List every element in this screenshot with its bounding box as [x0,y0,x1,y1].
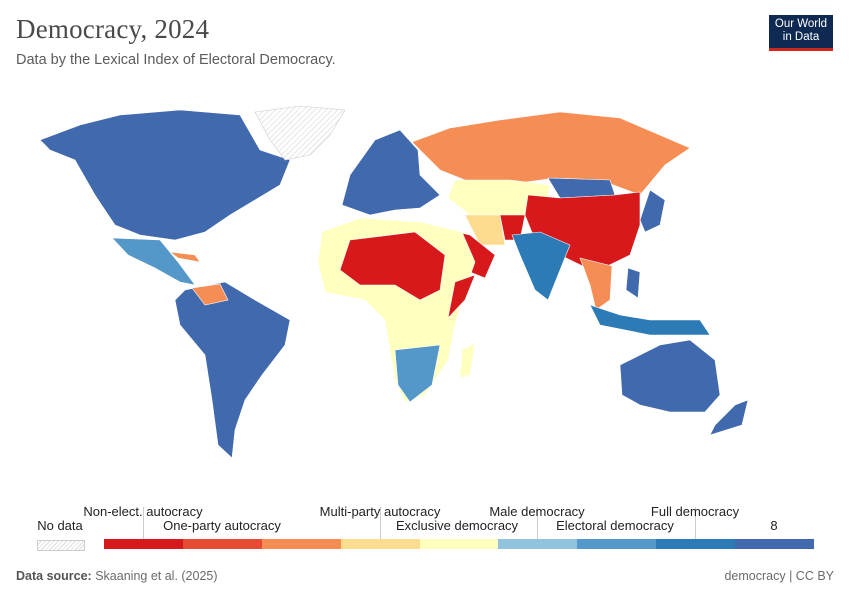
legend-label-electoral-democracy: Electoral democracy [556,518,674,533]
legend-label-no-data: No data [37,518,83,533]
region-north-america[interactable] [39,109,291,241]
data-source: Data source: Skaaning et al. (2025) [16,569,218,583]
page-title: Democracy, 2024 [16,14,210,44]
legend-bin-3[interactable] [340,539,420,549]
legend-bin-4[interactable] [419,539,499,549]
region-india[interactable] [511,231,571,301]
region-indonesia[interactable] [589,304,711,336]
legend-bin-8[interactable] [735,539,815,549]
legend-label-full-democracy: Full democracy [650,504,740,519]
region-philippines[interactable] [625,267,641,299]
region-cuba[interactable] [168,251,201,263]
legend-label-exclusive-democracy: Exclusive democracy [395,518,519,533]
region-europe[interactable] [341,129,441,216]
data-source-link[interactable]: Skaaning et al. (2025) [95,569,218,583]
region-australia[interactable] [619,339,721,413]
subtitle: Data by the Lexical Index of Electoral D… [16,52,336,68]
legend-label-multi-party-autocracy: Multi-party autocracy [319,504,441,519]
region-china[interactable] [524,191,641,273]
legend-bin-5[interactable] [498,539,578,549]
region-mexico-central-america[interactable] [111,237,196,286]
legend-bin-1[interactable] [182,539,262,549]
region-south-america[interactable] [174,281,291,459]
legend-label-male-democracy: Male democracy [489,504,585,519]
footer-license[interactable]: democracy | CC BY [724,569,834,583]
legend-label-one-party-autocracy: One-party autocracy [163,518,281,533]
region-japan[interactable] [639,189,666,233]
region-mongolia[interactable] [547,177,616,199]
legend-no-data-swatch[interactable] [37,540,85,551]
legend-bin-0[interactable] [104,539,183,549]
region-central-asia[interactable] [447,179,551,226]
legend-bin-6[interactable] [577,539,657,549]
region-madagascar[interactable] [459,342,476,379]
region-sahel[interactable] [339,231,446,301]
region-greenland[interactable] [254,105,346,161]
legend-color-bar [104,539,815,549]
legend-bin-2[interactable] [261,539,341,549]
region-new-zealand[interactable] [709,399,749,436]
legend-bin-7[interactable] [656,539,736,549]
region-se-asia[interactable] [579,257,613,311]
region-iran[interactable] [464,214,506,246]
owid-logo[interactable]: Our World in Data [769,15,833,51]
world-map[interactable] [0,100,850,470]
legend-label-non-elect-autocracy: Non-elect. autocracy [83,504,203,519]
region-east-africa[interactable] [447,274,476,319]
region-southern-africa[interactable] [394,344,441,403]
region-venezuela[interactable] [191,283,229,306]
legend-label-8: 8 [770,518,778,533]
